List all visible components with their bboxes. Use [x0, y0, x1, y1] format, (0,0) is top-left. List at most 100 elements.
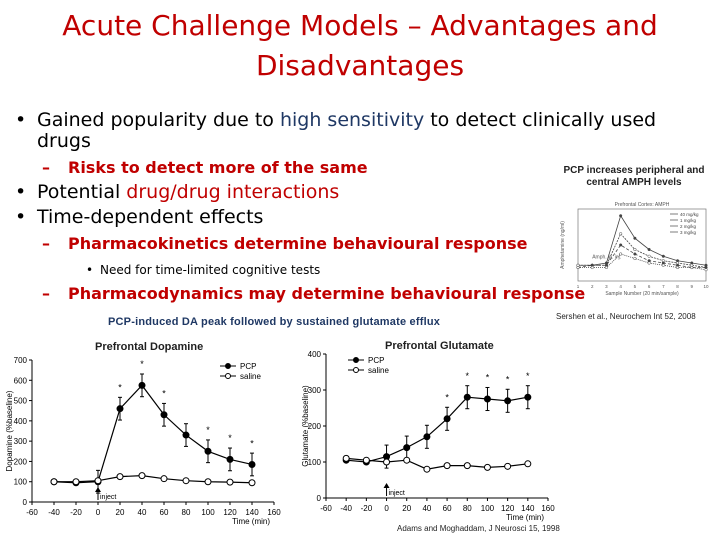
- y-tick-label: 0: [317, 494, 322, 503]
- dash: –: [42, 158, 50, 177]
- x-tick-label: 140: [521, 504, 535, 513]
- legend-label: saline: [368, 366, 389, 375]
- sub-bullet-risks: – Risks to detect more of the same: [42, 158, 368, 178]
- legend-marker: [353, 357, 359, 363]
- y-tick-label: 700: [14, 356, 28, 365]
- sub-sub-bullet-text: Need for time-limited cognitive tests: [100, 263, 321, 277]
- bullet-text-post: to detect clinically used drugs: [37, 109, 657, 152]
- sub-bullet-pd: – Pharmacodynamics may determine behavio…: [42, 284, 586, 304]
- data-point-PCP: [226, 455, 234, 463]
- y-tick-label: 400: [14, 417, 28, 426]
- data-point: [633, 252, 637, 256]
- bullet-dot: •: [15, 206, 27, 228]
- data-point: [576, 265, 580, 270]
- significance-star: *: [228, 433, 232, 443]
- inject-label: inject: [100, 494, 116, 501]
- dash: –: [42, 234, 50, 253]
- data-point: [619, 232, 623, 236]
- y-tick-label: 200: [14, 457, 28, 466]
- legend-marker: [225, 363, 231, 369]
- series-line-40 mg/kg: [578, 214, 707, 266]
- significance-star: *: [118, 382, 122, 392]
- significance-star: *: [445, 392, 449, 402]
- x-tick-label: 5: [634, 284, 637, 289]
- data-point-PCP: [160, 411, 168, 419]
- data-point: [690, 265, 694, 270]
- data-point: [676, 265, 680, 270]
- sub-bullet-text: Pharmacodynamics may determine behaviour…: [68, 284, 586, 303]
- series-line-PCP: [53, 384, 253, 484]
- data-point-saline: [160, 475, 168, 483]
- bullet-text-pre: Gained popularity due to: [37, 109, 280, 131]
- significance-star: *: [466, 371, 470, 381]
- bullet-highlight: drug/drug interactions: [126, 181, 340, 203]
- significance-star: *: [506, 374, 510, 384]
- x-tick-label: 20: [116, 508, 125, 517]
- reference-sershen: Sershen et al., Neurochem Int 52, 2008: [556, 312, 696, 321]
- data-point-saline: [463, 462, 471, 470]
- data-point-saline: [182, 477, 190, 485]
- data-point-saline: [504, 462, 512, 470]
- caption-pcp-da: PCP-induced DA peak followed by sustaine…: [108, 316, 441, 328]
- data-point: [633, 256, 637, 261]
- data-point: [633, 236, 637, 240]
- data-point-saline: [443, 462, 451, 470]
- x-tick-label: 120: [501, 504, 515, 513]
- x-tick-label: 9: [691, 284, 694, 289]
- data-point-saline: [94, 477, 102, 485]
- data-point-PCP: [182, 431, 190, 439]
- x-tick-label: 80: [463, 504, 472, 513]
- x-tick-label: -60: [320, 504, 332, 513]
- significance-star: *: [140, 359, 144, 369]
- x-tick-label: -60: [26, 508, 38, 517]
- x-tick-label: 100: [481, 504, 495, 513]
- legend-label: PCP: [240, 362, 256, 371]
- legend-label: 2 mg/kg: [680, 224, 697, 229]
- legend-label: PCP: [368, 356, 384, 365]
- annotation: Amph. ip. inj.: [592, 255, 621, 261]
- legend-label: 3 mg/kg: [680, 230, 697, 235]
- significance-star: *: [250, 438, 254, 448]
- data-point: [633, 247, 637, 252]
- data-point: [590, 265, 594, 270]
- series-line-3 mg/kg: [578, 253, 707, 271]
- x-tick-label: 60: [443, 504, 452, 513]
- caption-prefrontal-glutamate: Prefrontal Glutamate: [385, 340, 494, 352]
- x-tick-label: 0: [384, 504, 389, 513]
- data-point-saline: [116, 473, 124, 481]
- sub-bullet-text: Risks to detect more of the same: [68, 158, 368, 177]
- data-point-saline: [226, 478, 234, 486]
- slide-title: Acute Challenge Models – Advantages and …: [62, 9, 658, 82]
- x-tick-label: 0: [96, 508, 101, 517]
- y-axis-label: Amphetamine (ng/ml): [560, 221, 566, 269]
- data-point-saline: [204, 478, 212, 486]
- legend-marker: [353, 367, 359, 373]
- y-tick-label: 100: [14, 478, 28, 487]
- dash: –: [42, 284, 50, 303]
- x-tick-label: 60: [160, 508, 169, 517]
- x-tick-label: 160: [541, 504, 555, 513]
- bullet-dot: •: [86, 263, 94, 277]
- significance-star: *: [526, 371, 530, 381]
- significance-star: *: [206, 425, 210, 435]
- data-point-PCP: [248, 460, 256, 468]
- data-point-saline: [383, 458, 391, 466]
- data-point: [661, 263, 665, 267]
- significance-star: *: [162, 389, 166, 399]
- data-point-PCP: [443, 415, 451, 423]
- data-point: [647, 261, 651, 265]
- x-tick-label: 20: [402, 504, 411, 513]
- legend-marker: [225, 373, 231, 379]
- caption-pcp-amph: PCP increases peripheral and central AMP…: [563, 165, 705, 188]
- bullet-text: Time-dependent effects: [37, 206, 264, 228]
- sub-bullet-pk: – Pharmacokinetics determine behavioural…: [42, 234, 528, 254]
- legend-label: saline: [240, 372, 261, 381]
- x-tick-label: 80: [182, 508, 191, 517]
- bullet-dot: •: [15, 181, 27, 203]
- data-point: [619, 214, 623, 218]
- data-point: [647, 247, 651, 252]
- x-tick-label: 6: [648, 284, 651, 289]
- y-tick-label: 100: [308, 458, 322, 467]
- data-point: [661, 254, 665, 258]
- data-point-PCP: [204, 447, 212, 455]
